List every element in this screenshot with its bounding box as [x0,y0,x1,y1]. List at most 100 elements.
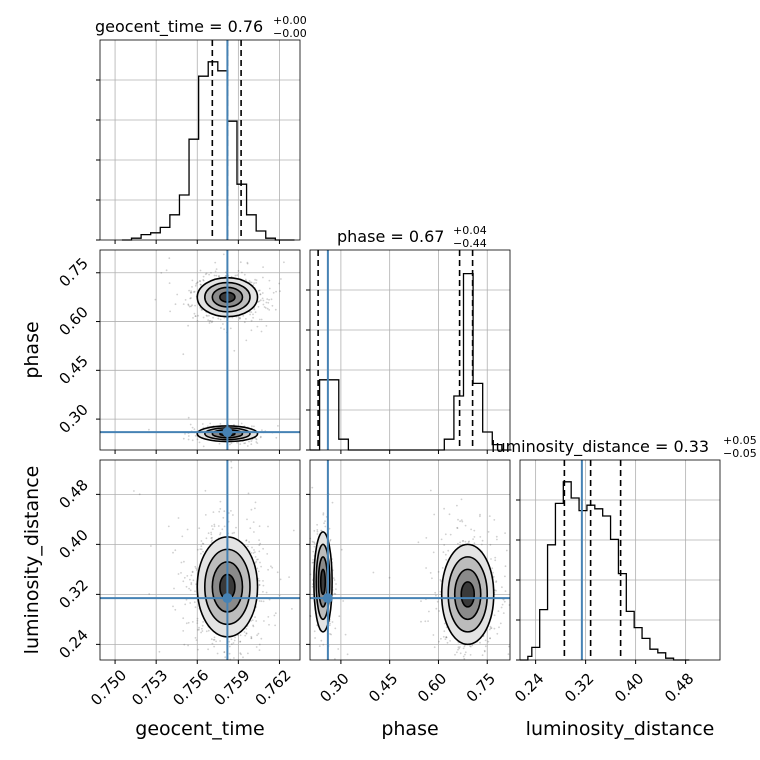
scatter-point [217,317,220,320]
scatter-point [265,301,268,304]
scatter-point [210,541,213,543]
scatter-point [456,527,459,529]
scatter-point [427,620,429,622]
xtick-label-geocent_time-2: 0.756 [169,666,212,709]
scatter-point [461,520,464,523]
scatter-point [449,533,452,536]
scatter-point [479,515,481,518]
scatter-point [249,527,252,530]
scatter-point [260,565,262,568]
scatter-point [331,621,334,623]
scatter-point [211,536,213,539]
scatter-point [176,293,179,296]
scatter-point [493,519,496,521]
scatter-point [223,510,226,513]
xtick-label-geocent_time-1: 0.753 [128,666,171,709]
scatter-point [259,561,261,564]
scatter-point [193,312,196,315]
xtick-label-luminosity_distance-1: 0.32 [561,669,597,705]
scatter-point [267,301,270,304]
scatter-point [258,525,261,528]
scatter-point [225,271,227,274]
scatter-point [292,529,295,532]
scatter-point [224,275,227,277]
scatter-point [189,589,192,592]
scatter-point [191,304,194,307]
scatter-point [256,325,259,328]
scatter-point [498,626,500,629]
scatter-point [211,320,214,323]
ytick-label-phase-0: 0.30 [55,401,91,437]
scatter-point [258,544,261,546]
scatter-point [168,257,171,260]
scatter-point [244,634,247,637]
scatter-point [258,300,261,302]
scatter-point [239,261,242,264]
scatter-point [253,282,256,284]
tick-layer: 0.300.450.600.750.240.320.400.480.7500.7… [55,79,697,709]
scatter-point [194,315,197,317]
scatter-point [267,616,270,618]
scatter-point [196,622,199,624]
scatter-point [200,552,202,555]
scatter-point [454,653,456,656]
x-axis-label-luminosity_distance: luminosity_distance [526,718,715,740]
scatter-point [221,528,224,531]
scatter-point [215,640,218,643]
scatter-point [158,650,161,653]
frame-hist-phase [309,249,511,451]
scatter-point [440,538,443,541]
scatter-point [258,649,261,651]
scatter-point [239,640,242,643]
scatter-point [262,590,264,593]
scatter-point [448,513,451,516]
scatter-point [190,291,193,294]
scatter-point [256,558,258,561]
scatter-point [338,615,341,618]
scatter-point [230,638,233,641]
scatter-point [182,580,185,583]
scatter-point [180,572,182,574]
scatter-point [200,283,202,286]
scatter-point [194,606,197,609]
scatter-point [182,630,185,632]
scatter-point [271,304,274,307]
scatter-point [252,313,254,316]
scatter-point [438,610,440,612]
scatter-point [313,545,316,548]
scatter-point [417,541,420,544]
scatter-point [246,518,248,521]
scatter-point [274,308,277,311]
scatter-point [208,314,210,317]
scatter-point [182,437,185,440]
scatter-point [252,552,255,554]
scatter-point [312,561,315,564]
scatter-point [331,501,334,504]
scatter-point [223,651,226,654]
scatter-point [205,537,208,540]
scatter-point [191,570,194,573]
scatter-point [185,585,188,588]
scatter-point [246,261,249,264]
scatter-point [245,632,248,635]
scatter-point [496,632,499,635]
scatter-point [220,327,222,329]
scatter-point [255,282,257,284]
scatter-point [216,652,219,655]
scatter-point [183,560,185,563]
scatter-point [464,540,467,543]
scatter-point [234,274,237,277]
scatter-point [222,253,225,256]
scatter-point [457,542,459,545]
scatter-point [239,634,242,637]
scatter-point [210,531,213,534]
scatter-point [210,638,213,641]
scatter-point [501,586,503,589]
scatter-point [328,527,331,530]
scatter-point [449,640,451,642]
scatter-point [258,643,261,646]
scatter-point [441,567,444,569]
xtick-label-phase-3: 0.75 [463,669,499,705]
histogram-geocent_time [121,61,295,241]
scatter-point [464,651,467,654]
